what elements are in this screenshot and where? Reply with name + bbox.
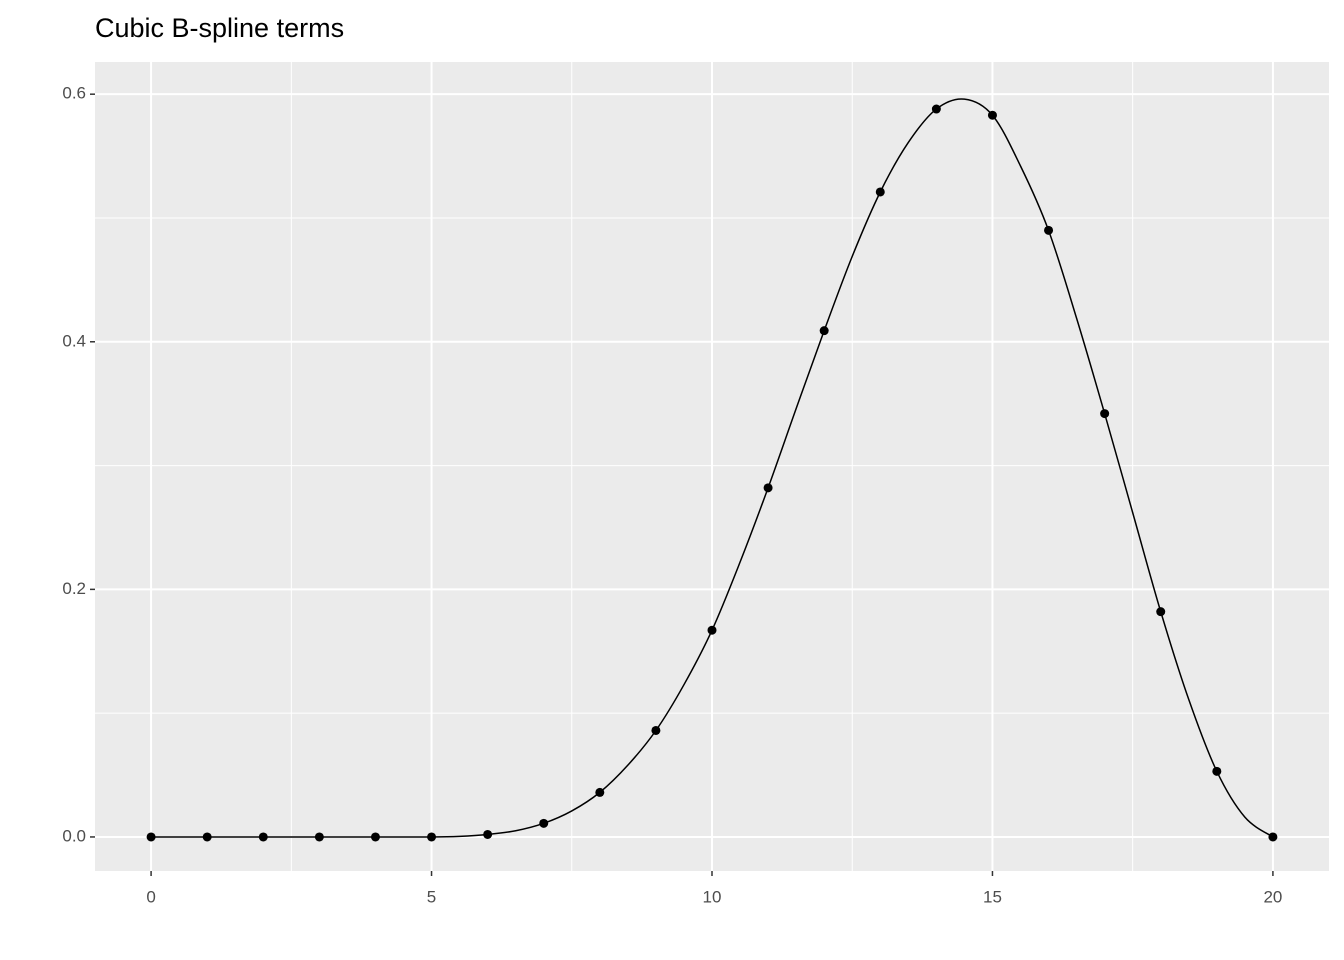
point (987, 110, 997, 120)
x-tick-label: 10 (703, 887, 722, 906)
point (202, 832, 212, 842)
chart-title: Cubic B-spline terms (95, 13, 344, 43)
y-tick-label: 0.2 (62, 579, 86, 598)
point (258, 832, 268, 842)
y-tick-label: 0.0 (62, 826, 86, 845)
x-tick-label: 20 (1263, 887, 1282, 906)
point (1212, 766, 1222, 776)
x-tick-label: 0 (146, 887, 155, 906)
point (1044, 225, 1054, 235)
point (1156, 607, 1166, 617)
point (314, 832, 324, 842)
point (370, 832, 380, 842)
point (707, 625, 717, 635)
point (819, 326, 829, 336)
point (875, 187, 885, 197)
y-tick-label: 0.4 (62, 331, 86, 350)
point (146, 832, 156, 842)
point (1268, 832, 1278, 842)
point (595, 787, 605, 797)
x-tick-label: 15 (983, 887, 1002, 906)
y-tick-label: 0.6 (62, 84, 86, 103)
point (483, 829, 493, 839)
point (763, 483, 773, 493)
point (427, 832, 437, 842)
point (1100, 409, 1110, 419)
point (651, 725, 661, 735)
point (539, 818, 549, 828)
x-tick-label: 5 (427, 887, 436, 906)
curve (151, 98, 1274, 838)
point (931, 104, 941, 114)
